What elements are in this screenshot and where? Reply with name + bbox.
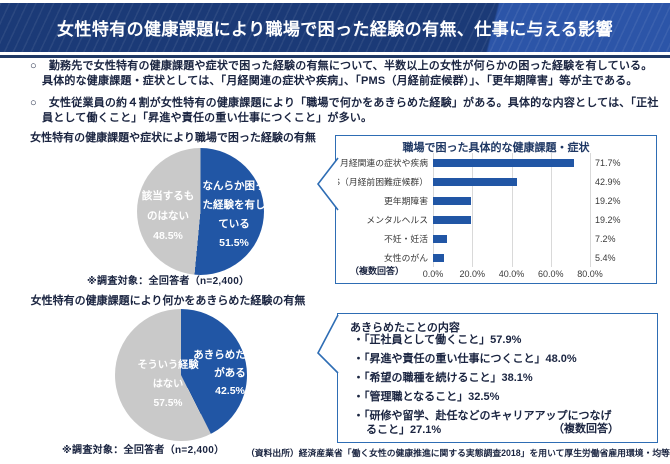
gridline [511, 153, 513, 267]
bar-category-label: 不妊・妊活 [384, 234, 428, 244]
giveup-details-list: ・「正社員として働くこと」57.9% ・「昇進や責任の重い仕事につくこと」48.0… [353, 334, 643, 443]
gridline [433, 153, 434, 267]
bar-value-label: 5.4% [595, 252, 616, 263]
header-banner: 女性特有の健康課題により職場で困った経験の有無、仕事に与える影響 [0, 3, 670, 52]
bar-chart-gridlines [433, 153, 591, 267]
callout-tail-icon [316, 157, 339, 211]
slice-label-text: そういう経験 はない [137, 360, 199, 390]
x-tick-label: 60.0% [537, 269, 564, 279]
giveup-details-heading: あきらめたことの内容 [350, 322, 460, 334]
bar [433, 215, 471, 224]
bar-track [433, 215, 590, 224]
bullet-marker: ○ [30, 97, 37, 109]
summary-bullet-2-text: 女性従業員の約４割が女性特有の健康課題により「職場で何かをあきらめた経験」がある… [42, 97, 659, 124]
giveup-details-callout: あきらめたことの内容 ・「正社員として働くこと」57.9% ・「昇進や責任の重い仕… [337, 313, 658, 443]
bar-category-label: 更年期障害 [384, 196, 428, 206]
bar-row: 更年期障害 19.2% [341, 191, 653, 210]
pie-giveup-title: 女性特有の健康課題により何かをあきらめた経験の有無 [30, 295, 306, 307]
list-item-marker: ・ [353, 372, 364, 384]
page-title: 女性特有の健康課題により職場で困った経験の有無、仕事に与える影響 [57, 20, 613, 39]
list-item: ・「昇進や責任の重い仕事につくこと」48.0% [353, 353, 622, 367]
header-divider [0, 55, 670, 58]
bar-track [433, 234, 590, 243]
bar [433, 158, 574, 167]
slice-label-pct: 57.5% [153, 398, 183, 409]
pie-giveup-note: ※調査対象：全回答者（n=2,400） [62, 445, 225, 456]
bar-chart-rows: 月経関連の症状や疾病 71.7% PMS（月経前困難症候群） 42.9% 更年期障害 19… [320, 153, 653, 267]
bar-track [433, 177, 590, 186]
pie-chart-trouble [137, 148, 264, 275]
bullet-marker: ○ [30, 60, 37, 72]
bar-track [433, 253, 590, 262]
bar-category-label: メンタルヘルス [366, 215, 428, 225]
pie-giveup-slice-label-no: そういう経験 はない 57.5% [136, 356, 200, 413]
list-item-marker: ・ [353, 391, 364, 403]
x-tick-label: 20.0% [459, 269, 486, 279]
giveup-details-note: （複数回答） [553, 423, 619, 435]
bar-category-label: 月経関連の症状や疾病 [340, 158, 428, 168]
pie-trouble-note: ※調査対象：全回答者（n=2,400） [87, 276, 250, 287]
list-item: ・「研修や留学、赴任などのキャリアアップにつなげること」27.1% [353, 410, 622, 437]
pie-chart-giveup [115, 309, 247, 441]
pie-giveup-slice-label-yes: あきらめた経験 がある 42.5% [192, 346, 268, 400]
summary-bullets: ○ 勤務先で女性特有の健康課題や症状で困った経験の有無について、半数以上の女性が何… [30, 59, 662, 133]
bar [433, 177, 518, 186]
slice-label-text: あきらめた経験 がある [193, 349, 267, 379]
bar-value-label: 19.2% [595, 214, 621, 225]
bar-value-label: 71.7% [595, 157, 621, 168]
bar-chart-note: （複数回答） [350, 266, 405, 276]
bar-category-label: 女性のがん [384, 253, 428, 263]
list-item-text: 「希望の職種を続けること」38.1% [364, 372, 533, 384]
slice-label-pct: 42.5% [215, 385, 245, 397]
list-item-text: 「管理職となること」32.5% [364, 391, 500, 403]
bar-chart-x-axis: 0.0% 20.0% 40.0% 60.0% 80.0% [423, 267, 603, 279]
bar-category-label: PMS（月経前困難症候群） [320, 177, 428, 187]
bar-track [433, 158, 590, 167]
gridline [550, 153, 552, 267]
summary-bullet-1-text: 勤務先で女性特有の健康課題や症状で困った経験の有無について、半数以上の女性が何ら… [42, 60, 653, 87]
list-item-marker: ・ [353, 334, 364, 346]
bar-value-label: 42.9% [595, 176, 621, 187]
list-item: ・「希望の職種を続けること」38.1% [353, 372, 622, 386]
x-tick-label: 0.0% [422, 269, 444, 279]
x-tick-label: 40.0% [498, 269, 525, 279]
pie-trouble-title: 女性特有の健康課題や症状により職場で困った経験の有無 [30, 132, 316, 144]
list-item: ・「管理職となること」32.5% [353, 391, 622, 405]
bar-chart-callout: 職場で困った具体的な健康課題・症状 月経関連の症状や疾病 71.7% PMS（月経前… [320, 135, 657, 284]
gridline [590, 153, 591, 267]
x-tick-label: 80.0% [577, 269, 603, 279]
slice-label-pct: 51.5% [219, 237, 249, 249]
bar-chart-title: 職場で困った具体的な健康課題・症状 [402, 142, 590, 154]
bar-row: 月経関連の症状や疾病 71.7% [340, 153, 653, 172]
summary-bullet-1: ○ 勤務先で女性特有の健康課題や症状で困った経験の有無について、半数以上の女性が何… [30, 59, 662, 88]
list-item: ・「正社員として働くこと」57.9% [353, 334, 622, 348]
slice-label-pct: 48.5% [153, 230, 183, 242]
bar-chart-plot: 月経関連の症状や疾病 71.7% PMS（月経前困難症候群） 42.9% 更年期障害 19… [320, 153, 653, 279]
summary-bullet-2: ○ 女性従業員の約４割が女性特有の健康課題により「職場で何かをあきらめた経験」があ… [30, 96, 662, 125]
bar-row: 女性のがん 5.4% [341, 248, 653, 267]
list-item-marker: ・ [353, 410, 364, 422]
list-item-text: 「研修や留学、赴任などのキャリアアップにつなげること」27.1% [364, 410, 612, 436]
bar-track [433, 196, 590, 205]
bar-row: メンタルヘルス 19.2% [341, 210, 653, 229]
slice-label-text: 該当するも のはない [141, 190, 195, 222]
bar [433, 234, 448, 243]
callout-tail-icon [317, 314, 339, 374]
gridline [472, 153, 474, 267]
pie-trouble-slice-label-yes: なんらか困っ た経験を有し ている 51.5% [199, 177, 269, 253]
bar-value-label: 7.2% [595, 233, 616, 244]
bar-row: PMS（月経前困難症候群） 42.9% [320, 172, 653, 191]
list-item-marker: ・ [353, 353, 364, 365]
bar-row: 不妊・妊活 7.2% [341, 229, 653, 248]
pie-trouble-slice-label-no: 該当するも のはない 48.5% [139, 186, 197, 246]
list-item-text: 「正社員として働くこと」57.9% [364, 334, 522, 346]
list-item-text: 「昇進や責任の重い仕事につくこと」48.0% [364, 353, 577, 365]
slice-label-text: なんらか困っ た経験を有し ている [202, 180, 266, 230]
bar [433, 196, 471, 205]
bar-value-label: 19.2% [595, 195, 621, 206]
bar [433, 253, 444, 262]
source-attribution: （資料出所）経済産業省「働く女性の健康推進に関する実態調査2018」を用いて厚生… [246, 448, 670, 458]
